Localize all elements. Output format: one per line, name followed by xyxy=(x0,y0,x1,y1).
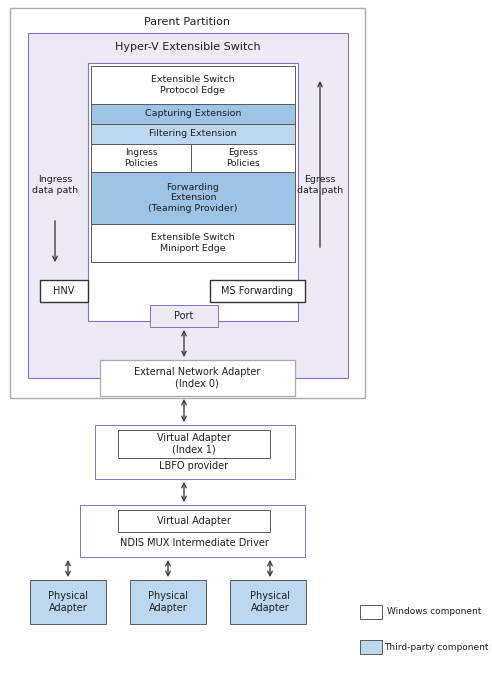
FancyBboxPatch shape xyxy=(100,360,295,396)
Text: Ingress
data path: Ingress data path xyxy=(32,176,78,195)
Text: Physical
Adapter: Physical Adapter xyxy=(148,591,188,613)
Text: Windows component: Windows component xyxy=(387,608,481,617)
Text: Filtering Extension: Filtering Extension xyxy=(149,130,237,139)
FancyBboxPatch shape xyxy=(150,305,218,327)
FancyBboxPatch shape xyxy=(91,224,295,262)
FancyBboxPatch shape xyxy=(91,172,295,224)
Text: Hyper-V Extensible Switch: Hyper-V Extensible Switch xyxy=(115,42,261,52)
FancyBboxPatch shape xyxy=(210,280,305,302)
FancyBboxPatch shape xyxy=(10,8,365,398)
FancyBboxPatch shape xyxy=(91,66,295,104)
Text: Port: Port xyxy=(174,311,194,321)
FancyBboxPatch shape xyxy=(80,505,305,557)
FancyBboxPatch shape xyxy=(91,104,295,124)
FancyBboxPatch shape xyxy=(130,580,206,624)
Text: Parent Partition: Parent Partition xyxy=(145,17,230,27)
Text: NDIS MUX Intermediate Driver: NDIS MUX Intermediate Driver xyxy=(120,538,269,548)
FancyBboxPatch shape xyxy=(88,63,298,321)
Text: Virtual Adapter
(Index 1): Virtual Adapter (Index 1) xyxy=(157,433,231,455)
Text: Physical
Adapter: Physical Adapter xyxy=(48,591,88,613)
Text: LBFO provider: LBFO provider xyxy=(159,461,229,471)
FancyBboxPatch shape xyxy=(91,124,295,144)
FancyBboxPatch shape xyxy=(28,33,348,378)
FancyBboxPatch shape xyxy=(191,144,295,172)
FancyBboxPatch shape xyxy=(118,430,270,458)
FancyBboxPatch shape xyxy=(91,144,191,172)
Text: Extensible Switch
Protocol Edge: Extensible Switch Protocol Edge xyxy=(151,75,235,95)
FancyBboxPatch shape xyxy=(40,280,88,302)
Text: MS Forwarding: MS Forwarding xyxy=(221,286,293,296)
Text: External Network Adapter
(Index 0): External Network Adapter (Index 0) xyxy=(134,367,260,389)
Text: Third-party component: Third-party component xyxy=(384,643,488,652)
Text: HNV: HNV xyxy=(53,286,75,296)
Text: Forwarding
Extension
(Teaming Provider): Forwarding Extension (Teaming Provider) xyxy=(148,183,238,213)
FancyBboxPatch shape xyxy=(360,605,382,619)
FancyBboxPatch shape xyxy=(30,580,106,624)
Text: Capturing Extension: Capturing Extension xyxy=(145,110,241,119)
FancyBboxPatch shape xyxy=(118,510,270,532)
Text: Physical
Adapter: Physical Adapter xyxy=(250,591,290,613)
Text: Egress
data path: Egress data path xyxy=(297,176,343,195)
Text: Extensible Switch
Miniport Edge: Extensible Switch Miniport Edge xyxy=(151,233,235,252)
Text: Virtual Adapter: Virtual Adapter xyxy=(157,516,231,526)
FancyBboxPatch shape xyxy=(230,580,306,624)
Text: Egress
Policies: Egress Policies xyxy=(226,148,260,167)
Text: Ingress
Policies: Ingress Policies xyxy=(124,148,158,167)
FancyBboxPatch shape xyxy=(360,640,382,654)
FancyBboxPatch shape xyxy=(95,425,295,479)
